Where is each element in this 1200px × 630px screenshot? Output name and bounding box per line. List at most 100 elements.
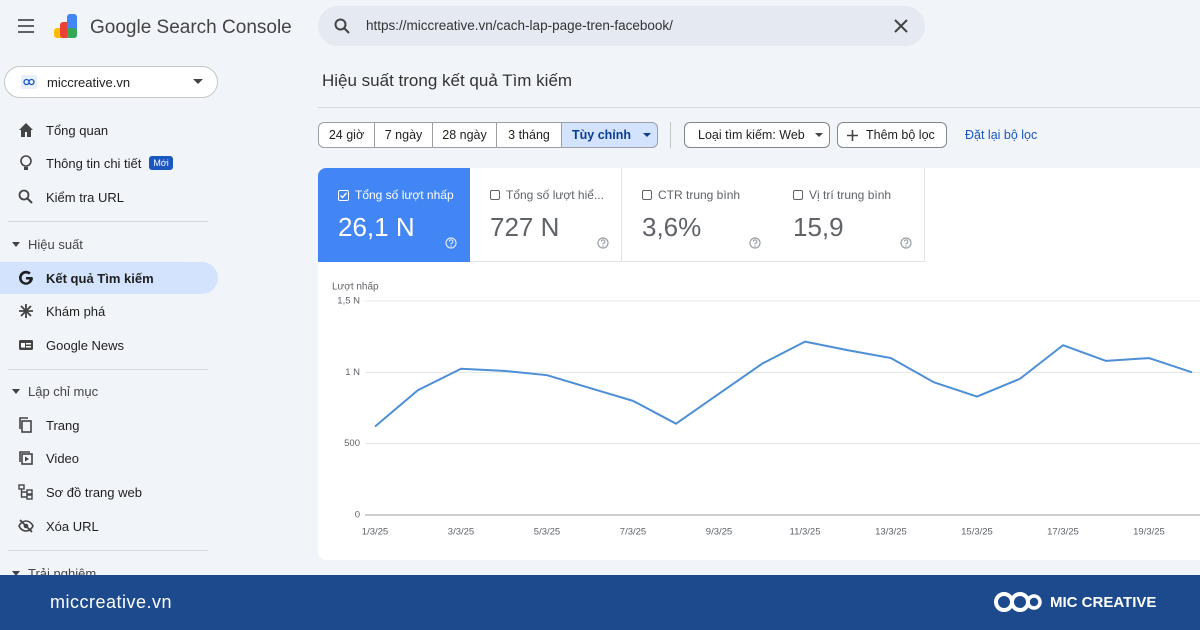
metric-card[interactable]: Vị trí trung bình 15,9 [773,168,925,262]
gsc-logo [54,14,77,38]
nav-label: Trang [46,417,80,433]
search-icon [334,18,350,34]
help-icon[interactable] [900,237,912,249]
nav-label: Kết quả Tìm kiếm [46,270,154,286]
search-icon [18,189,33,204]
x-tick-label: 15/3/25 [961,527,993,538]
new-badge: Mới [149,156,173,170]
metric-label: Vị trí trung bình [809,188,892,202]
checkbox [490,190,500,200]
checkbox [793,190,803,200]
search-bar[interactable]: https://miccreative.vn/cach-lap-page-tre… [318,6,925,46]
brand-logo [994,592,1042,612]
pages-icon [19,417,32,433]
x-tick-label: 7/3/25 [620,527,646,538]
y-axis-title: Lượt nhấp [332,281,379,293]
dropdown-arrow [814,132,823,137]
divider [318,107,1200,108]
nav-label: Khám phá [46,303,106,319]
nav-label: Tổng quan [46,122,109,138]
metric-card[interactable]: Tổng số lượt nhấp 26,1 N [318,168,470,262]
nav-item[interactable]: Tổng quan [0,114,218,146]
video-icon [19,451,33,465]
collapse-arrow [12,241,20,247]
active-highlight [0,262,218,294]
nav-item[interactable]: Kết quả Tìm kiếm [0,262,218,294]
nav-item[interactable]: Video [0,442,218,474]
footer-site: miccreative.vn [50,592,173,612]
filter-label: Loại tìm kiếm: Web [698,128,805,142]
sitemap-icon [18,484,33,500]
checkbox-checked [338,189,349,201]
nav-section[interactable]: Lập chỉ mục [12,384,98,399]
plus-icon [847,129,858,141]
nav-item[interactable]: Khám phá [0,295,218,327]
x-tick-label: 9/3/25 [706,527,732,538]
x-tick-label: 13/3/25 [875,527,907,538]
metric-label: Tổng số lượt nhấp [355,188,454,202]
x-tick-label: 17/3/25 [1047,527,1079,538]
x-tick-label: 1/3/25 [362,527,388,538]
nav-item[interactable]: Xóa URL [0,510,218,542]
help-icon[interactable] [597,237,609,249]
news-icon [19,340,33,350]
footer: miccreative.vn MIC CREATIVE [0,575,1200,630]
add-filter-button[interactable]: Thêm bộ lọc [837,122,947,148]
collapse-arrow [12,388,20,394]
y-tick-label: 1,5 N [337,296,360,307]
x-tick-label: 11/3/25 [790,527,821,538]
remove-icon [18,519,34,533]
footer-brand: MIC CREATIVE [1050,594,1157,611]
google-icon [19,270,33,285]
property-icon [21,75,37,89]
nav-label: Thông tin chi tiết [46,155,142,171]
menu-icon[interactable] [18,18,36,34]
nav-label: Video [46,450,80,466]
nav-item[interactable]: Google News [0,329,218,361]
x-tick-label: 5/3/25 [534,527,560,538]
nav-item[interactable]: Sơ đồ trang web [0,476,218,508]
divider [8,221,208,222]
date-range-button[interactable]: 7 ngày [374,122,433,148]
metric-label: Tổng số lượt hiể... [506,188,604,202]
product-name: Google Search Console [90,17,292,38]
divider [670,122,671,148]
search-url: https://miccreative.vn/cach-lap-page-tre… [366,18,673,33]
nav-label: Google News [46,337,125,353]
divider [8,550,208,551]
page-title: Hiệu suất trong kết quả Tìm kiếm [322,71,573,90]
clear-icon[interactable] [894,19,908,33]
bulb-icon [20,155,32,170]
nav-item[interactable]: Thông tin chi tiết Mới [0,147,218,179]
metric-value: 727 N [490,212,560,242]
y-tick-label: 0 [355,510,360,521]
nav-item[interactable]: Kiểm tra URL [0,181,218,213]
metric-card[interactable]: CTR trung bình 3,6% [622,168,774,262]
discover-icon [19,304,33,318]
date-range-label: Tùy chỉnh [572,128,632,142]
clicks-chart: Lượt nhấp 0 500 1 N 1,5 N 1/3/25 3/3/25 5/3/25… [332,281,1200,538]
reset-filter-link[interactable]: Đặt lại bộ lọc [965,128,1038,142]
nav-label: Sơ đồ trang web [46,484,142,500]
divider [8,369,208,370]
nav-label: Kiểm tra URL [46,189,125,205]
home-icon [19,123,33,137]
date-range-custom[interactable]: Tùy chỉnh [561,122,658,148]
dropdown-arrow [643,132,652,137]
section-title: Lập chỉ mục [28,384,99,399]
property-selector[interactable]: miccreative.vn [4,66,218,98]
date-range-button[interactable]: 3 tháng [496,122,562,148]
date-range-button[interactable]: 28 ngày [432,122,497,148]
metric-card[interactable]: Tổng số lượt hiể... 727 N [470,168,622,262]
collapse-arrow [12,570,20,576]
property-name: miccreative.vn [47,75,131,90]
nav-item[interactable]: Trang [0,409,218,441]
metric-value: 26,1 N [338,212,415,242]
help-icon[interactable] [749,237,761,249]
search-type-filter[interactable]: Loại tìm kiếm: Web [684,122,830,148]
help-icon[interactable] [445,237,457,249]
nav-label: Xóa URL [46,518,99,534]
date-range-button[interactable]: 24 giờ [318,122,375,148]
nav-section[interactable]: Hiệu suất [12,237,83,252]
